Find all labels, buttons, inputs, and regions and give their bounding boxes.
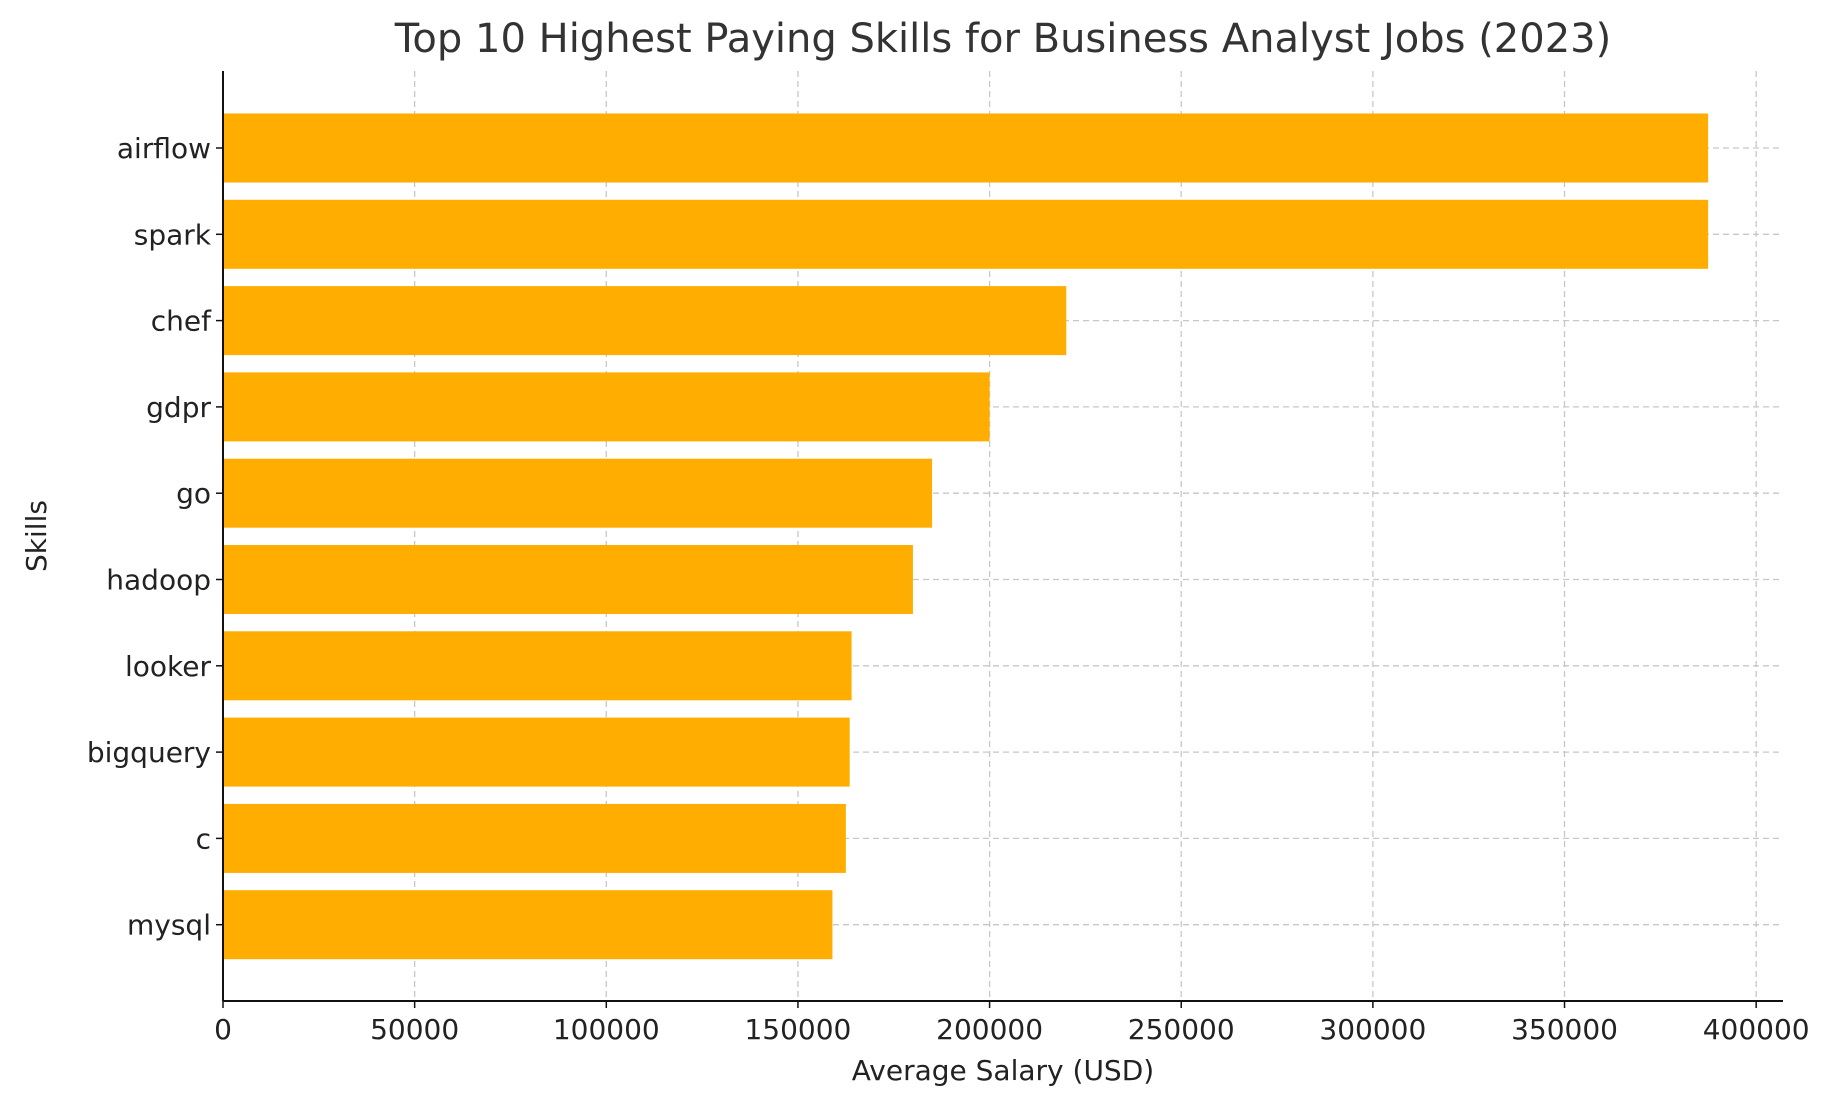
bar-gdpr (223, 372, 990, 442)
y-tick-label-mysql: mysql (127, 909, 211, 942)
y-tick-label-airflow: airflow (117, 132, 211, 165)
y-tick-label-hadoop: hadoop (106, 564, 211, 597)
bars (223, 113, 1709, 960)
bar-looker (223, 631, 852, 701)
axes (222, 71, 1783, 1002)
bar-mysql (223, 890, 833, 960)
bar-bigquery (223, 717, 850, 787)
x-axis-label: Average Salary (USD) (852, 1054, 1154, 1087)
y-tick-label-spark: spark (134, 218, 212, 251)
y-axis-label: Skills (20, 500, 53, 572)
y-tick-label-c: c (196, 822, 211, 855)
x-tick-label: 50000 (370, 1013, 459, 1046)
bar-go (223, 458, 933, 528)
y-tick-label-go: go (176, 477, 211, 510)
x-tick-label: 300000 (1319, 1013, 1426, 1046)
x-tick-label: 350000 (1511, 1013, 1618, 1046)
x-tick-label: 200000 (936, 1013, 1043, 1046)
x-tick-label: 100000 (553, 1013, 660, 1046)
bar-spark (223, 199, 1709, 269)
y-tick-label-looker: looker (125, 650, 211, 683)
bar-hadoop (223, 545, 913, 614)
bar-chef (223, 286, 1067, 356)
y-tick-label-chef: chef (151, 305, 212, 338)
y-tick-label-gdpr: gdpr (146, 391, 211, 424)
bar-airflow (223, 113, 1709, 183)
x-tick-label: 250000 (1128, 1013, 1235, 1046)
x-tick-labels: 0 50000 100000 150000 200000 250000 300000 3500… (214, 1001, 1810, 1046)
y-tick-labels: airflow spark chef gdpr go hadoop looker bigque… (87, 132, 223, 942)
x-tick-label: 150000 (744, 1013, 851, 1046)
bar-c (223, 803, 846, 873)
y-tick-label-bigquery: bigquery (87, 736, 211, 769)
x-tick-label: 0 (214, 1013, 232, 1046)
x-tick-label: 400000 (1703, 1013, 1810, 1046)
chart-title: Top 10 Highest Paying Skills for Busines… (394, 16, 1611, 62)
